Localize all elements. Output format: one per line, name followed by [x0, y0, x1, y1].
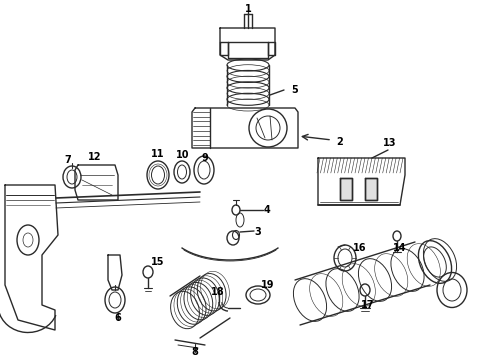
Text: 1: 1 — [245, 4, 251, 14]
Polygon shape — [75, 165, 118, 200]
Text: 2: 2 — [337, 137, 343, 147]
Text: 8: 8 — [192, 347, 198, 357]
Text: 14: 14 — [393, 243, 407, 253]
Polygon shape — [318, 158, 405, 205]
Polygon shape — [365, 178, 377, 200]
Text: 4: 4 — [264, 205, 270, 215]
Text: 3: 3 — [255, 227, 261, 237]
Text: 10: 10 — [176, 150, 190, 160]
Polygon shape — [108, 255, 122, 290]
Text: 19: 19 — [261, 280, 275, 290]
Text: 13: 13 — [383, 138, 397, 148]
Polygon shape — [220, 28, 275, 60]
Text: 11: 11 — [151, 149, 165, 159]
Text: 5: 5 — [292, 85, 298, 95]
Polygon shape — [5, 185, 58, 330]
Text: 7: 7 — [65, 155, 72, 165]
Text: 15: 15 — [151, 257, 165, 267]
Text: 9: 9 — [201, 153, 208, 163]
Text: 17: 17 — [361, 300, 375, 310]
Text: 6: 6 — [115, 313, 122, 323]
Text: 16: 16 — [353, 243, 367, 253]
Text: 18: 18 — [211, 287, 225, 297]
Polygon shape — [192, 108, 298, 148]
Text: 12: 12 — [88, 152, 102, 162]
Polygon shape — [340, 178, 352, 200]
